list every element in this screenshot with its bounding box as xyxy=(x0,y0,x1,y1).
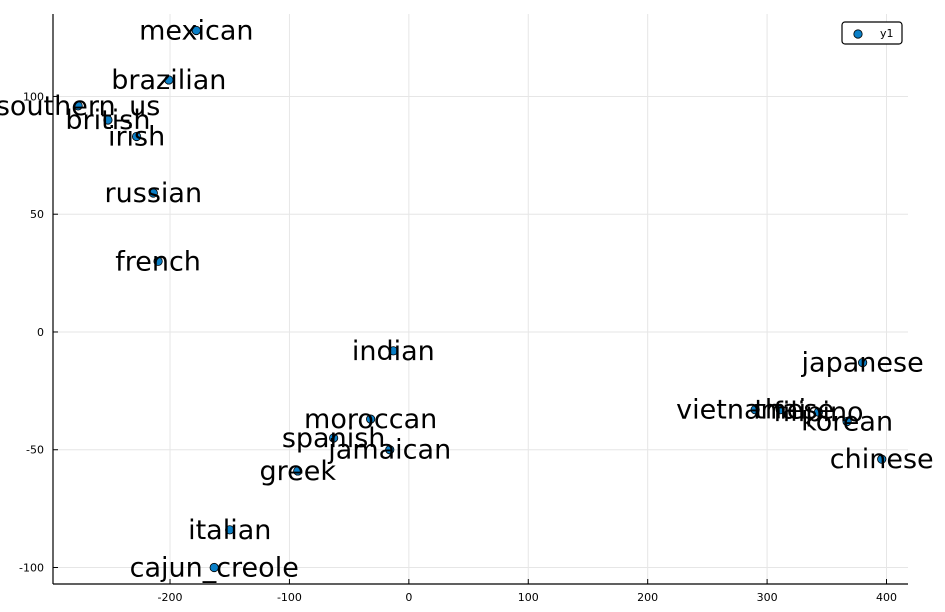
x-tick-label: -100 xyxy=(277,591,302,604)
x-tick-label: 300 xyxy=(757,591,778,604)
y-tick-label: 0 xyxy=(37,326,44,339)
data-point xyxy=(148,188,158,198)
axes xyxy=(52,14,908,585)
data-point xyxy=(329,433,339,443)
data-point xyxy=(388,346,398,356)
point-label: jamaican xyxy=(327,435,451,466)
point-label: chinese xyxy=(830,444,934,475)
point-label: spanish xyxy=(282,423,386,454)
x-tick-label: 200 xyxy=(637,591,658,604)
grid-lines xyxy=(53,14,908,584)
data-point xyxy=(103,115,113,125)
y-tick-label: -50 xyxy=(26,444,44,457)
data-point xyxy=(153,256,163,266)
point-label: indian xyxy=(352,336,435,367)
point-label: british xyxy=(65,105,150,136)
tick-labels: -200 -100 0 100 200 300 400 -100 -50 0 50 100 xyxy=(19,90,897,604)
data-point xyxy=(293,466,303,476)
data-points xyxy=(73,25,887,573)
point-label: mexican xyxy=(139,15,253,46)
legend-label: y1 xyxy=(880,27,894,40)
x-tick-label: 100 xyxy=(518,591,539,604)
legend-box xyxy=(841,21,903,45)
legend-marker xyxy=(853,29,863,39)
data-point xyxy=(842,416,852,427)
data-point xyxy=(858,357,868,368)
point-label: russian xyxy=(105,178,203,209)
data-point xyxy=(209,562,219,573)
y-tick-label: 50 xyxy=(30,208,44,221)
data-point xyxy=(775,405,785,415)
point-label: greek xyxy=(260,456,337,487)
data-point xyxy=(131,131,142,142)
point-label: southern_us xyxy=(0,91,160,122)
data-point xyxy=(877,454,887,464)
point-label: brazilian xyxy=(111,65,226,96)
y-tick-label: 100 xyxy=(23,90,44,103)
data-point xyxy=(813,407,824,417)
point-label: italian xyxy=(188,515,271,546)
point-label: thai xyxy=(754,395,806,426)
x-tick-label: 0 xyxy=(405,591,412,604)
data-point xyxy=(366,414,376,424)
data-point xyxy=(73,101,83,111)
x-tick-label: -200 xyxy=(158,591,183,604)
point-label: cajun_creole xyxy=(130,553,299,584)
y-tick-label: -100 xyxy=(19,562,44,575)
legend: y1 xyxy=(841,21,903,45)
data-point xyxy=(225,525,235,535)
data-point xyxy=(385,445,395,455)
x-tick-label: 400 xyxy=(876,591,897,604)
point-label: french xyxy=(115,246,201,277)
data-point xyxy=(750,405,760,415)
point-label: korean xyxy=(801,406,893,437)
data-point xyxy=(191,25,201,36)
point-label: moroccan xyxy=(304,404,437,435)
point-label: japanese xyxy=(801,348,924,379)
point-label: vietnamese xyxy=(676,395,834,426)
point-label: irish xyxy=(108,121,165,152)
point-label: filipino xyxy=(773,397,863,428)
data-point xyxy=(164,75,174,85)
